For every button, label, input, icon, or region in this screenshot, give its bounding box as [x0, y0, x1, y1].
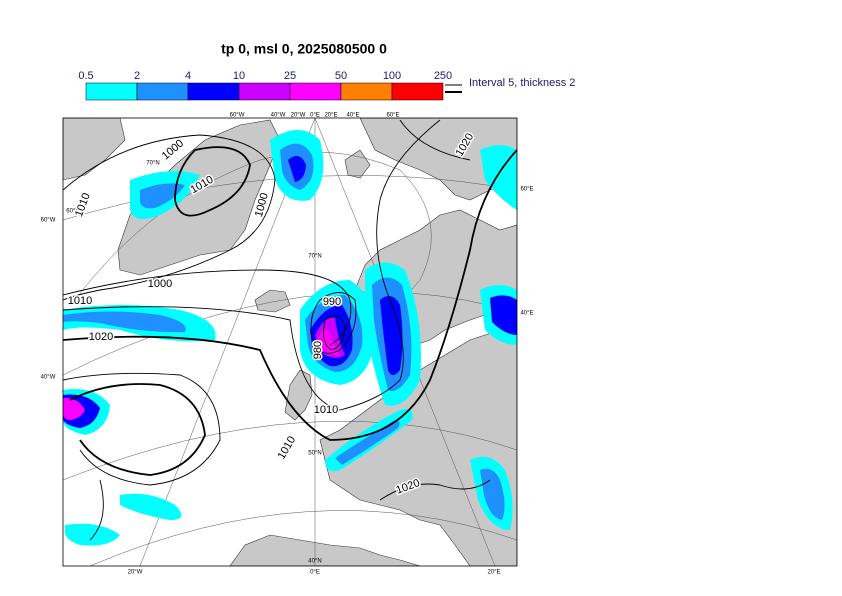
canada-arctic: [63, 118, 126, 181]
graticule-label: 60°W: [230, 113, 245, 119]
graticule-label: 40°N: [308, 559, 321, 565]
colorbar-label: 0.5: [78, 70, 93, 82]
colorbar-box: [289, 82, 342, 101]
colorbar-label: 25: [284, 70, 296, 82]
graticule-label: 40°E: [346, 113, 359, 119]
contour-label: 1020: [89, 331, 113, 343]
graticule-label: 20°W: [291, 113, 306, 119]
graticule-label: 20°W: [128, 570, 143, 576]
graticule-label: 70°N: [308, 254, 321, 260]
colorbar: 0.5 2 4 10 25 50 100 250: [78, 70, 452, 101]
colorbar-box: [340, 82, 393, 101]
graticule-label: 20°E: [324, 113, 337, 119]
precipitation: [63, 130, 517, 546]
arctic-russia: [359, 118, 517, 201]
graticule-label: 50°N: [308, 451, 321, 457]
graticule-label: 0°E: [310, 113, 320, 119]
contour-label: 980: [312, 341, 324, 359]
colorbar-label: 100: [383, 70, 401, 82]
graticule-label: 60°N: [66, 209, 79, 215]
colorbar-label: 50: [335, 70, 347, 82]
graticule-label: 20°E: [487, 570, 500, 576]
contour-label: 1000: [148, 278, 172, 290]
africa: [229, 534, 421, 566]
graticule-label: 0°E: [310, 570, 320, 576]
map-title: tp 0, msl 0, 2025080500 0: [221, 41, 387, 57]
colorbar-box: [187, 82, 240, 101]
colorbar-box: [85, 82, 138, 101]
map-frame: [62, 117, 518, 567]
colorbar-box: [136, 82, 189, 101]
graticule-label: 60°W: [41, 218, 56, 224]
contour-legend: Interval 5, thickness 2: [469, 77, 575, 89]
graticule-label: 60°E: [520, 187, 533, 193]
svalbard: [344, 149, 371, 179]
colorbar-box: [238, 82, 291, 101]
isobars: [63, 119, 517, 541]
map: 60°W 40°W 20°W 0°E 20°E 40°E 60°E 60°W 40°W 20°W 0…: [41, 113, 534, 576]
graticule-label: 40°W: [271, 113, 286, 119]
colorbar-label: 4: [185, 70, 191, 82]
graticule-label: 40°E: [520, 311, 533, 317]
colorbar-label: 250: [434, 70, 452, 82]
contour-label: 1010: [314, 404, 338, 416]
iceland: [254, 289, 291, 313]
colorbar-label: 2: [134, 70, 140, 82]
graticule-label: 60°E: [386, 113, 399, 119]
graticule-label: 40°W: [41, 375, 56, 381]
contour-label: 1010: [68, 295, 92, 307]
colorbar-box: [391, 82, 444, 101]
contour-label: 990: [323, 296, 341, 308]
graticule-label: 70°N: [146, 161, 159, 167]
colorbar-label: 10: [233, 70, 245, 82]
